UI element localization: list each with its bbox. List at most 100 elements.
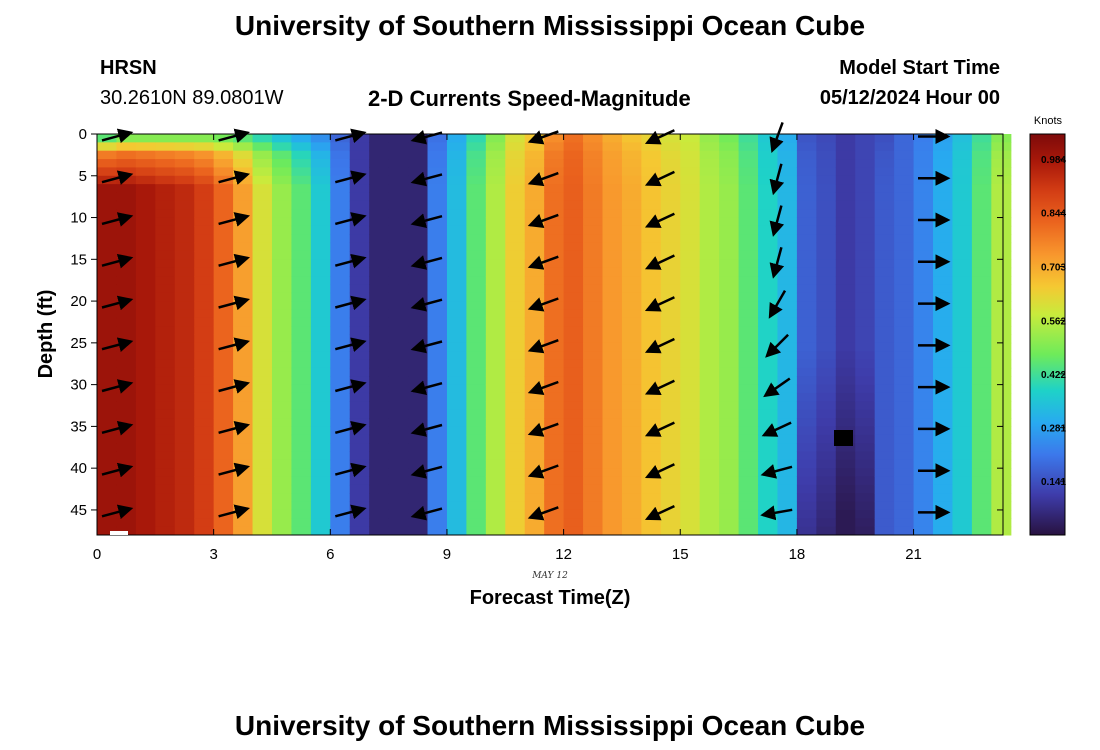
heatmap-cell — [835, 418, 856, 427]
heatmap-cell — [466, 451, 487, 461]
heatmap-cell — [796, 292, 817, 302]
heatmap-cell — [913, 334, 934, 344]
heatmap-cell — [894, 225, 915, 235]
heatmap-cell — [388, 376, 409, 386]
heatmap-cell — [680, 259, 701, 269]
heatmap-cell — [602, 384, 623, 394]
heatmap-cell — [97, 401, 118, 411]
heatmap-cell — [233, 184, 254, 193]
heatmap-cell — [135, 376, 156, 386]
heatmap-cell — [991, 150, 1012, 160]
heatmap-cell — [816, 468, 837, 478]
heatmap-cell — [408, 443, 429, 452]
heatmap-cell — [291, 200, 312, 210]
heatmap-cell — [816, 209, 837, 219]
heatmap-cell — [680, 401, 701, 411]
heatmap-cell — [719, 334, 740, 344]
heatmap-cell — [874, 259, 895, 269]
heatmap-cell — [427, 284, 448, 294]
heatmap-cell — [310, 409, 331, 419]
heatmap-cell — [602, 459, 623, 469]
heatmap-cell — [408, 401, 429, 411]
heatmap-cell — [933, 418, 954, 427]
heatmap-cell — [524, 459, 545, 469]
heatmap-cell — [252, 476, 273, 486]
heatmap-cell — [602, 242, 623, 252]
heatmap-cell — [97, 392, 118, 402]
heatmap-cell — [971, 250, 992, 260]
heatmap-cell — [719, 342, 740, 352]
heatmap-cell — [991, 342, 1012, 352]
heatmap-cell — [933, 184, 954, 193]
heatmap-cell — [660, 292, 681, 302]
heatmap-cell — [796, 409, 817, 419]
heatmap-cell — [699, 167, 720, 177]
heatmap-cell — [544, 150, 565, 160]
heatmap-cell — [116, 367, 137, 377]
heatmap-cell — [213, 317, 234, 327]
heatmap-cell — [777, 276, 798, 285]
heatmap-cell — [135, 326, 156, 335]
heatmap-cell — [252, 526, 273, 536]
heatmap-cell — [310, 292, 331, 302]
heatmap-cell — [971, 392, 992, 402]
heatmap-cell — [388, 234, 409, 244]
heatmap-cell — [680, 292, 701, 302]
heatmap-cell — [310, 434, 331, 444]
heatmap-cell — [583, 401, 604, 411]
heatmap-cell — [466, 342, 487, 352]
heatmap-cell — [252, 284, 273, 294]
heatmap-cell — [621, 409, 642, 419]
heatmap-cell — [894, 250, 915, 260]
heatmap-cell — [894, 334, 915, 344]
heatmap-cell — [544, 493, 565, 503]
heatmap-cell — [291, 150, 312, 160]
heatmap-cell — [116, 317, 137, 327]
heatmap-cell — [252, 209, 273, 219]
heatmap-cell — [933, 451, 954, 461]
heatmap-cell — [485, 376, 506, 386]
heatmap-cell — [194, 284, 215, 294]
heatmap-cell — [719, 459, 740, 469]
heatmap-cell — [544, 384, 565, 394]
current-vector — [334, 379, 367, 394]
heatmap-cell — [194, 518, 215, 528]
heatmap-cell — [971, 334, 992, 344]
current-vector — [101, 337, 134, 352]
heatmap-cell — [641, 459, 662, 469]
heatmap-cell — [505, 159, 526, 168]
heatmap-cell — [310, 526, 331, 536]
heatmap-cell — [777, 225, 798, 235]
heatmap-cell — [271, 434, 293, 444]
heatmap-cell — [563, 184, 584, 193]
heatmap-cell — [369, 242, 390, 252]
heatmap-cell — [621, 451, 642, 461]
current-vector — [760, 464, 793, 479]
heatmap-cell — [660, 384, 681, 394]
heatmap-cell — [680, 501, 701, 511]
heatmap-cell — [388, 301, 409, 310]
current-vector — [334, 212, 367, 227]
heatmap-cell — [563, 401, 584, 411]
heatmap-cell — [777, 392, 798, 402]
heatmap-cell — [194, 134, 215, 143]
heatmap-cell — [485, 259, 506, 269]
heatmap-cell — [855, 209, 876, 219]
heatmap-cell — [252, 359, 273, 369]
heatmap-cell — [660, 334, 681, 344]
heatmap-cell — [271, 476, 293, 486]
heatmap-cell — [952, 376, 973, 386]
heatmap-cell — [485, 150, 506, 160]
heatmap-cell — [252, 401, 273, 411]
heatmap-cell — [602, 175, 623, 185]
heatmap-cell — [816, 409, 837, 419]
heatmap-cell — [544, 476, 565, 486]
heatmap-cell — [97, 409, 118, 419]
heatmap-cell — [97, 276, 118, 285]
heatmap-cell — [349, 150, 370, 160]
heatmap-cell — [505, 342, 526, 352]
heatmap-cell — [310, 476, 331, 486]
colorbar-tick-label: 0.141 — [1041, 477, 1066, 488]
heatmap-cell — [894, 359, 915, 369]
heatmap-cell — [641, 501, 662, 511]
